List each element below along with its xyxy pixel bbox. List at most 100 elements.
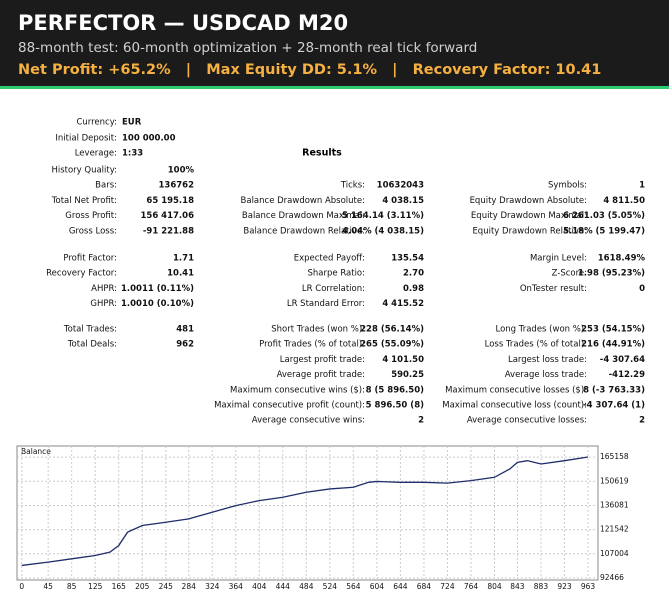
result-value: -412.29 (609, 370, 645, 380)
x-tick-label: 524 (323, 582, 338, 591)
x-tick-label: 923 (557, 582, 572, 591)
result-label: Average consecutive wins: (252, 416, 365, 426)
result-label: History Quality: (51, 166, 117, 176)
result-value: 10632043 (377, 181, 424, 191)
result-label: Short Trades (won %): (271, 325, 365, 335)
result-label: Recovery Factor: (46, 269, 117, 279)
result-value: 65 195.18 (146, 196, 194, 206)
y-tick-label: 165158 (600, 452, 629, 461)
x-tick-label: 324 (205, 582, 220, 591)
stats: Net Profit: +65.2% | Max Equity DD: 5.1%… (18, 62, 601, 78)
header-bg (0, 0, 669, 86)
result-label: Maximal consecutive loss (count): (442, 401, 587, 411)
x-tick-label: 843 (510, 582, 525, 591)
result-label: Margin Level: (530, 254, 587, 264)
x-tick-label: 0 (19, 582, 24, 591)
x-tick-label: 404 (252, 582, 267, 591)
result-label: Ticks: (340, 181, 365, 191)
result-value: 1 (639, 181, 645, 191)
result-label: Balance Drawdown Relative: (243, 226, 365, 236)
result-label: AHPR: (91, 284, 117, 294)
result-value: 135.54 (391, 254, 424, 264)
result-value: 4 038.15 (382, 196, 424, 206)
x-tick-label: 165 (112, 582, 127, 591)
x-tick-label: 205 (135, 582, 150, 591)
result-label: Equity Drawdown Maximal: (471, 211, 587, 221)
result-value: 1.0010 (0.10%) (121, 299, 194, 309)
y-tick-label: 92466 (600, 573, 624, 582)
subtitle: 88-month test: 60-month optimization + 2… (18, 40, 477, 56)
result-value: 2 (418, 416, 424, 426)
setting-label: Currency: (76, 118, 117, 128)
results-heading: Results (302, 148, 342, 159)
x-tick-label: 684 (417, 582, 432, 591)
header-rule (0, 86, 669, 89)
result-value: 1618.49% (598, 254, 646, 264)
result-label: Total Trades: (63, 325, 117, 335)
balance-line (21, 456, 589, 567)
result-label: LR Correlation: (302, 284, 365, 294)
result-label: Total Deals: (67, 340, 117, 350)
result-label: Maximum consecutive losses ($): (445, 385, 587, 395)
result-label: Largest loss trade: (508, 355, 587, 365)
x-tick-label: 245 (159, 582, 174, 591)
result-value: 216 (44.91%) (581, 340, 645, 350)
result-value: 8 (-3 763.33) (583, 385, 645, 395)
result-label: Balance Drawdown Maximal: (242, 211, 365, 221)
result-value: 0.98 (403, 284, 424, 294)
result-value: 136762 (159, 181, 195, 191)
result-value: 4 415.52 (382, 299, 424, 309)
result-label: Loss Trades (% of total): (485, 340, 587, 350)
result-label: Profit Factor: (63, 254, 117, 264)
title: PERFECTOR — USDCAD M20 (18, 11, 348, 35)
x-tick-label: 444 (276, 582, 291, 591)
x-tick-label: 364 (229, 582, 244, 591)
result-label: Maximum consecutive wins ($): (230, 385, 365, 395)
result-value: 6 261.03 (5.05%) (563, 211, 645, 221)
result-label: Gross Profit: (65, 211, 117, 221)
result-label: Total Net Profit: (51, 196, 117, 206)
result-value: 4 101.50 (382, 355, 424, 365)
result-label: Average profit trade: (277, 370, 365, 380)
y-tick-label: 136081 (600, 500, 629, 509)
y-tick-label: 121542 (600, 525, 629, 534)
result-label: Long Trades (won %): (496, 325, 588, 335)
result-label: Equity Drawdown Relative: (472, 226, 587, 236)
x-tick-label: 883 (534, 582, 549, 591)
x-tick-label: 764 (464, 582, 479, 591)
result-value: -91 221.88 (143, 226, 194, 236)
result-value: 962 (176, 340, 194, 350)
setting-label: Leverage: (75, 149, 117, 159)
result-value: 100% (168, 166, 195, 176)
setting-value: 1:33 (122, 149, 143, 159)
result-value: 228 (56.14%) (360, 325, 424, 335)
result-value: 5 896.50 (8) (366, 401, 424, 411)
setting-value: EUR (122, 118, 142, 128)
result-value: 156 417.06 (140, 211, 194, 221)
result-value: -4 307.64 (600, 355, 645, 365)
x-tick-label: 125 (88, 582, 103, 591)
result-value: 2 (639, 416, 645, 426)
result-value: 5 164.14 (3.11%) (342, 211, 424, 221)
result-label: GHPR: (90, 299, 117, 309)
result-label: Sharpe Ratio: (308, 269, 366, 279)
result-value: 590.25 (391, 370, 424, 380)
result-value: 265 (55.09%) (360, 340, 424, 350)
result-value: 253 (54.15%) (581, 325, 645, 335)
result-label: Equity Drawdown Absolute: (470, 196, 587, 206)
result-value: -4 307.64 (1) (583, 401, 645, 411)
result-value: 481 (176, 325, 194, 335)
setting-label: Initial Deposit: (55, 134, 117, 144)
result-value: 1.71 (173, 254, 194, 264)
result-value: 5.18% (5 199.47) (563, 226, 645, 236)
result-label: Maximal consecutive profit (count): (214, 401, 365, 411)
result-value: 1.0011 (0.11%) (121, 284, 194, 294)
result-value: 4 811.50 (603, 196, 645, 206)
x-tick-label: 804 (487, 582, 502, 591)
x-tick-label: 604 (370, 582, 385, 591)
result-label: Expected Payoff: (294, 254, 365, 264)
x-tick-label: 724 (440, 582, 455, 591)
result-label: OnTester result: (520, 284, 587, 294)
result-value: 8 (5 896.50) (366, 385, 424, 395)
